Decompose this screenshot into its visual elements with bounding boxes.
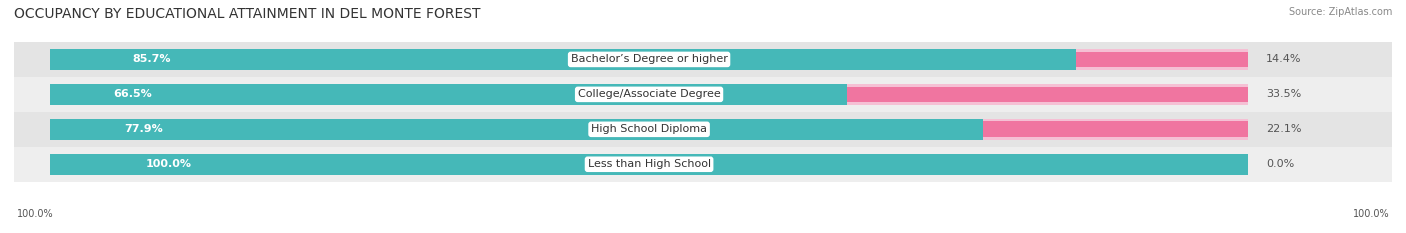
Bar [51,84,846,105]
Text: Source: ZipAtlas.com: Source: ZipAtlas.com [1288,7,1392,17]
Bar [51,49,1249,70]
Bar [51,49,1249,70]
Bar [51,154,1249,175]
Bar [51,84,1249,105]
Text: 22.1%: 22.1% [1267,124,1302,134]
Text: 85.7%: 85.7% [132,55,170,64]
Text: 0.0%: 0.0% [1267,159,1295,169]
Text: 14.4%: 14.4% [1267,55,1302,64]
Text: Less than High School: Less than High School [588,159,710,169]
Bar [14,112,1392,147]
Text: 66.5%: 66.5% [114,89,152,99]
Bar [51,119,1249,140]
Bar [51,119,1249,140]
Bar [51,154,1249,175]
Text: OCCUPANCY BY EDUCATIONAL ATTAINMENT IN DEL MONTE FOREST: OCCUPANCY BY EDUCATIONAL ATTAINMENT IN D… [14,7,481,21]
Text: 77.9%: 77.9% [125,124,163,134]
Bar [51,84,1249,105]
Text: High School Diploma: High School Diploma [591,124,707,134]
Bar [983,119,1249,140]
Text: 100.0%: 100.0% [1353,209,1389,219]
Bar [14,147,1392,182]
Bar [51,49,1077,70]
Bar [846,84,1249,105]
Text: 100.0%: 100.0% [146,159,191,169]
Bar [983,121,1249,137]
Bar [846,86,1249,102]
Bar [51,154,1249,175]
Bar [14,77,1392,112]
Bar [51,119,983,140]
Text: College/Associate Degree: College/Associate Degree [578,89,720,99]
Bar [1076,51,1249,67]
Bar [14,42,1392,77]
Text: Bachelor’s Degree or higher: Bachelor’s Degree or higher [571,55,727,64]
Text: 33.5%: 33.5% [1267,89,1302,99]
Text: 100.0%: 100.0% [17,209,53,219]
Bar [1076,49,1249,70]
